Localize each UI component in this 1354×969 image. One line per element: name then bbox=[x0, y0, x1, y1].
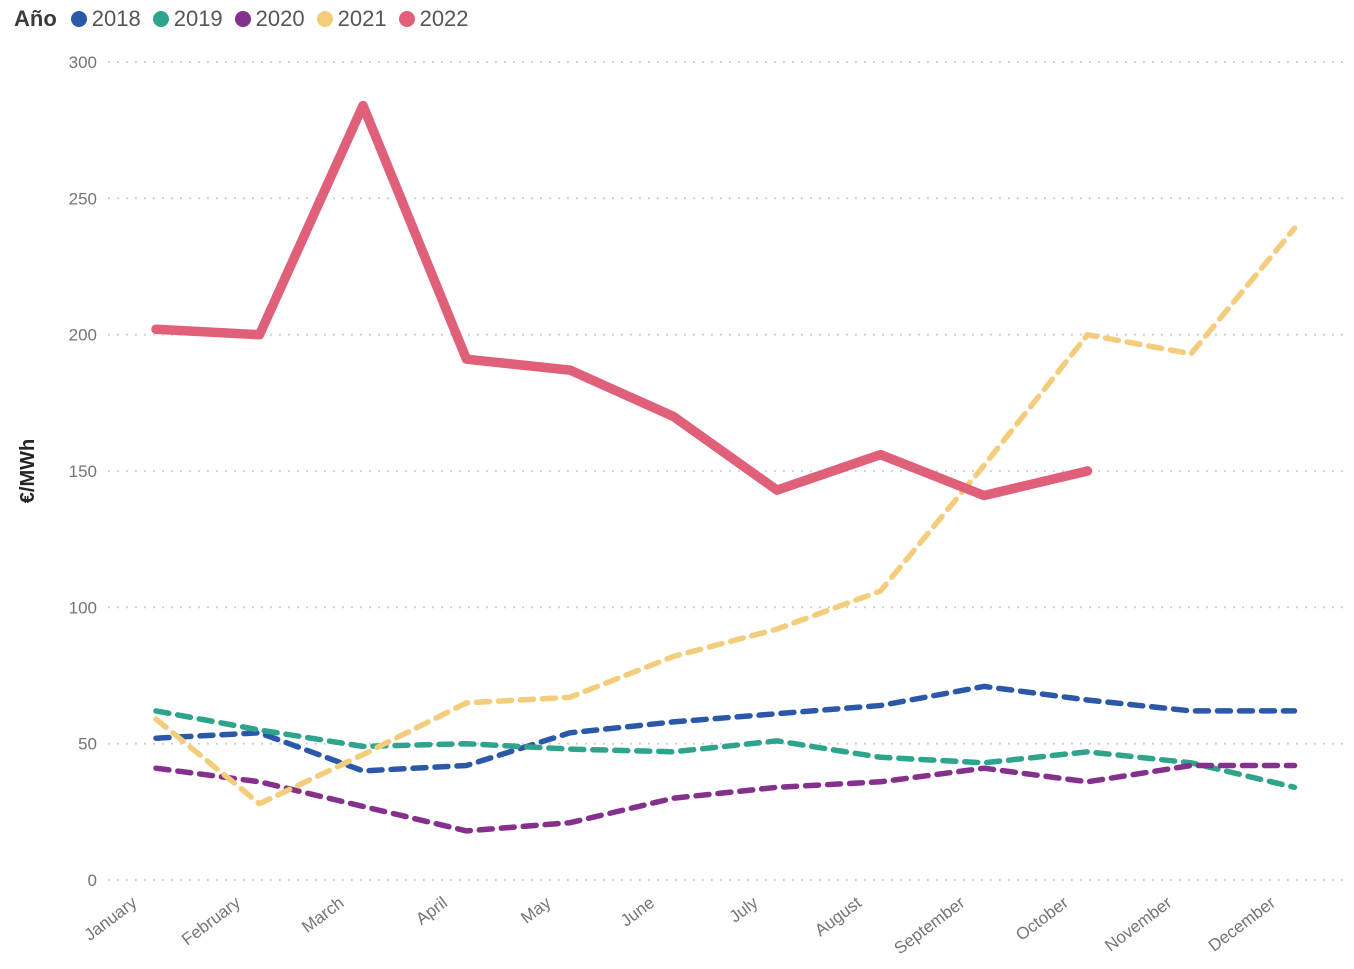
x-tick-label-february: February bbox=[178, 893, 244, 949]
x-tick-label-may: May bbox=[517, 893, 554, 928]
legend-swatch-2019 bbox=[152, 11, 169, 27]
legend-label: 2021 bbox=[337, 6, 387, 31]
x-tick-label-june: June bbox=[617, 893, 658, 930]
legend-item-2019[interactable]: 2019 bbox=[152, 6, 223, 32]
x-tick-label-january: January bbox=[81, 893, 141, 945]
y-tick-label-0: 0 bbox=[88, 871, 97, 890]
legend-label: 2022 bbox=[419, 6, 469, 31]
y-tick-label-200: 200 bbox=[69, 326, 97, 345]
y-tick-label-100: 100 bbox=[69, 598, 97, 617]
legend-swatch-2018 bbox=[70, 11, 87, 27]
legend-title: Año bbox=[14, 6, 57, 31]
legend-label: 2018 bbox=[91, 6, 141, 31]
y-tick-label-250: 250 bbox=[69, 189, 97, 208]
x-tick-label-october: October bbox=[1012, 893, 1072, 945]
legend-swatch-2021 bbox=[316, 11, 333, 27]
legend-item-2018[interactable]: 2018 bbox=[70, 6, 141, 32]
legend-swatch-2022 bbox=[398, 11, 415, 27]
legend-item-2021[interactable]: 2021 bbox=[316, 6, 387, 32]
x-tick-label-december: December bbox=[1205, 893, 1279, 956]
y-tick-label-150: 150 bbox=[69, 462, 97, 481]
x-tick-label-april: April bbox=[412, 893, 451, 929]
series-line-2019[interactable] bbox=[153, 708, 1298, 791]
y-tick-label-300: 300 bbox=[69, 53, 97, 72]
x-tick-label-september: September bbox=[891, 893, 969, 958]
x-tick-label-august: August bbox=[811, 893, 865, 940]
legend-label: 2020 bbox=[255, 6, 305, 31]
legend-label: 2019 bbox=[173, 6, 223, 31]
x-tick-label-march: March bbox=[298, 893, 347, 937]
y-axis-title: €/MWh bbox=[17, 439, 39, 503]
x-tick-label-july: July bbox=[726, 893, 762, 927]
legend-swatch-2020 bbox=[234, 11, 251, 27]
legend-item-2020[interactable]: 2020 bbox=[234, 6, 305, 32]
series-line-2020[interactable] bbox=[153, 762, 1298, 834]
legend: Año 2018 2019 2020 2021 2022 bbox=[14, 6, 481, 32]
series-line-2021[interactable] bbox=[153, 225, 1298, 807]
series-line-2022[interactable] bbox=[151, 100, 1093, 501]
x-tick-label-november: November bbox=[1101, 893, 1175, 956]
legend-item-2022[interactable]: 2022 bbox=[398, 6, 469, 32]
y-tick-label-50: 50 bbox=[78, 735, 97, 754]
